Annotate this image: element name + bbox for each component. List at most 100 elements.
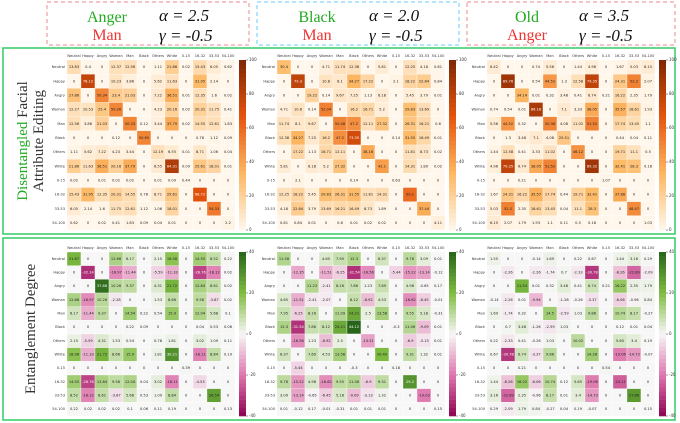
cell-label: 0.39 (182, 366, 191, 370)
cell-label: 11.74 (335, 65, 346, 69)
cell-label: 0 (143, 366, 146, 370)
colorbar-step (659, 94, 666, 99)
cell-label: 0 (143, 108, 146, 112)
x-tick-label: White (587, 246, 598, 250)
cell-label: 0 (283, 339, 286, 343)
cell-label: 0 (577, 164, 580, 168)
y-tick-label: Woman (51, 108, 65, 112)
cell-label: 0.01 (532, 284, 540, 288)
colorbar-step (659, 128, 666, 133)
x-tick-label: Man (126, 246, 134, 250)
cell-label: 0.19 (224, 353, 233, 357)
colorbar-step (659, 119, 666, 125)
cell-label: 0 (367, 366, 370, 370)
colorbar-step (659, 102, 666, 108)
colorbar-step (239, 153, 246, 159)
cell-label: 0 (143, 65, 146, 69)
cell-label: -12.35 (292, 271, 304, 275)
cell-label: 0 (633, 193, 636, 197)
cell-label: 12.38 (349, 65, 360, 69)
cell-label: -5.44 (293, 366, 303, 370)
y-tick-label: 54-100 (52, 221, 65, 225)
cell-label: 0 (227, 193, 230, 197)
colorbar-step (449, 313, 456, 318)
cell-label: 1.11 (154, 65, 162, 69)
colorbar-step (659, 321, 666, 327)
cell-label: 0 (605, 298, 608, 302)
cell-label: 0 (605, 312, 608, 316)
cell-label: -19.06 (586, 380, 598, 384)
cell-label: 18.01 (209, 164, 219, 168)
cell-label: 5.45 (406, 93, 414, 97)
cell-label: 50.36 (545, 122, 556, 126)
colorbar-step (659, 72, 666, 78)
cell-label: 0.01 (434, 93, 442, 97)
cell-label: 0 (633, 366, 636, 370)
cell-label: 0 (577, 366, 580, 370)
colorbar-step (239, 136, 246, 142)
colorbar-step (239, 313, 246, 318)
cell-label: 14.31 (377, 193, 387, 197)
colorbar-step (449, 354, 456, 359)
y-tick-label: Man (477, 312, 485, 316)
cell-label: 0.21 (518, 366, 526, 370)
cell-label: 8.61 (98, 394, 106, 398)
x-tick-label: Black (559, 54, 570, 58)
cell-label: -9.09 (419, 325, 429, 329)
cell-label: 0 (199, 366, 202, 370)
cell-label: 0.1 (225, 312, 231, 316)
colorbar-step (239, 387, 246, 392)
colorbar-step (239, 196, 246, 201)
cell-label: 1.55 (490, 257, 498, 261)
cell-label: 0 (73, 271, 76, 275)
cell-label: -0.14 (531, 257, 541, 261)
cell-label: 2.14 (84, 207, 93, 211)
cell-label: 7.25 (308, 136, 316, 140)
colorbar-tick-label: -20 (669, 372, 676, 377)
cell-label: 18.22 (293, 193, 303, 197)
cell-label: 0 (591, 178, 594, 182)
cell-label: 2.15 (70, 339, 78, 343)
y-tick-label: Neutral (52, 65, 65, 69)
x-tick-label: Woman (109, 54, 123, 58)
x-tick-label: 0-15 (602, 54, 610, 58)
cell-label: 3.4 (575, 394, 581, 398)
cell-label: 11.63 (167, 79, 177, 83)
colorbar-step (449, 293, 456, 298)
cell-label: 27.32 (335, 164, 345, 168)
cell-label: 12.38 (279, 136, 290, 140)
cell-label: -0.31 (433, 312, 442, 316)
cell-label: 16.21 (419, 122, 429, 126)
colorbar-tick-label: 40 (459, 249, 465, 254)
y-tick-label: Neutral (472, 65, 485, 69)
y-tick-label: Others (473, 150, 485, 154)
cell-label: 0 (129, 298, 132, 302)
cell-label: 3.86 (84, 122, 93, 126)
colorbar-step (239, 268, 246, 273)
panel-title: Black (298, 9, 335, 26)
cell-label: 0 (619, 407, 622, 411)
cell-label: 78.12 (83, 79, 93, 83)
cell-label: 0.01 (364, 407, 372, 411)
cell-label: 1.79 (518, 407, 527, 411)
cell-label: 0.04 (560, 207, 569, 211)
cell-label: 37.79 (167, 122, 178, 126)
cell-label: 0.02 (434, 164, 442, 168)
cell-label: 1.53 (154, 298, 162, 302)
cell-label: 1.23 (364, 284, 372, 288)
colorbar-step (659, 399, 666, 404)
colorbar-step (659, 208, 666, 214)
cell-label: -5.59 (153, 271, 163, 275)
cell-label: 12.61 (125, 207, 135, 211)
cell-label: 26.54 (209, 394, 220, 398)
cell-label: 17.74 (615, 122, 626, 126)
cell-label: 1.12 (140, 207, 148, 211)
cell-label: 0.67 (490, 353, 498, 357)
panel-title: Anger (87, 9, 128, 26)
y-tick-label: 54-100 (262, 221, 275, 225)
cell-label: 16.2 (322, 136, 330, 140)
colorbar-step (449, 272, 456, 277)
x-tick-label: Others (362, 54, 374, 58)
cell-label: 5.03 (490, 207, 498, 211)
colorbar-tick-label: 0 (669, 331, 672, 336)
